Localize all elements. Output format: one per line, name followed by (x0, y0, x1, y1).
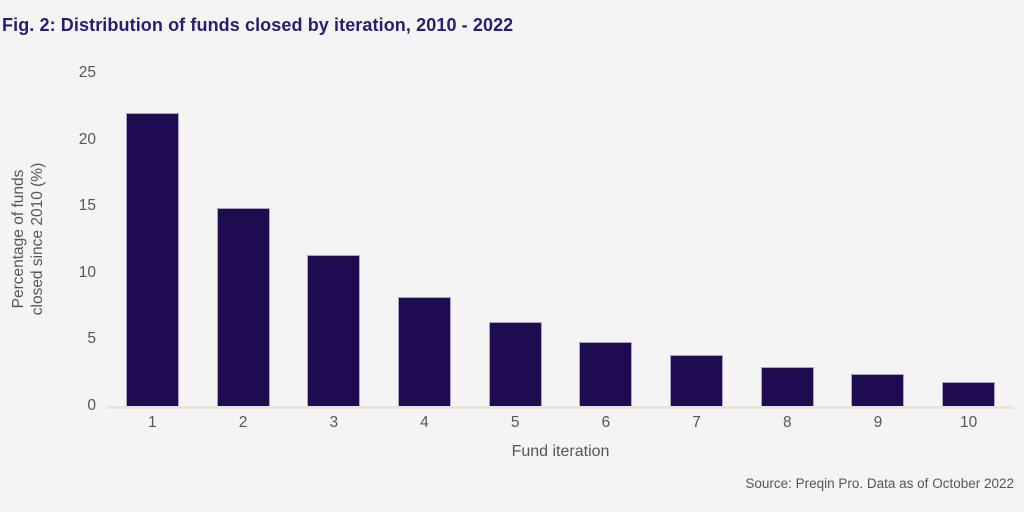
bar-iteration-9 (851, 374, 905, 406)
plot-area (107, 73, 1014, 409)
bar-slot-1 (107, 73, 198, 406)
bar-iteration-8 (760, 367, 814, 406)
y-tick-label-5: 5 (87, 330, 96, 348)
bar-iteration-4 (397, 296, 451, 406)
x-tick-label-3: 3 (329, 414, 339, 431)
bar-iteration-7 (670, 355, 724, 406)
x-axis-title: Fund iteration (511, 443, 610, 460)
y-tick-label-15: 15 (78, 197, 96, 215)
y-axis-tick-labels: 0 5 10 15 20 25 (0, 64, 96, 414)
y-tick-label-10: 10 (78, 263, 96, 281)
x-tick-label-2: 2 (238, 414, 248, 431)
bar-slot-5 (470, 73, 561, 406)
bar-iteration-10 (942, 382, 996, 406)
y-tick-label-20: 20 (78, 130, 96, 148)
x-tick-label-10: 10 (960, 414, 978, 431)
chart-title: Fig. 2: Distribution of funds closed by … (2, 15, 514, 35)
bar-slot-4 (379, 73, 470, 406)
x-tick-label-5: 5 (510, 414, 520, 431)
x-tick-label-1: 1 (148, 414, 157, 431)
bar-slot-2 (198, 73, 289, 406)
y-tick-label-0: 0 (87, 397, 96, 414)
bar-slot-10 (923, 73, 1014, 406)
x-tick-label-8: 8 (782, 414, 792, 431)
bar-iteration-5 (488, 322, 542, 406)
x-tick-label-4: 4 (420, 414, 429, 431)
bar-series (107, 73, 1014, 406)
x-tick-label-9: 9 (873, 414, 883, 431)
bar-slot-8 (742, 73, 833, 406)
x-tick-label-6: 6 (601, 414, 611, 431)
bar-slot-7 (651, 73, 742, 406)
bar-iteration-3 (307, 255, 361, 406)
bar-iteration-1 (125, 112, 179, 406)
bar-slot-9 (833, 73, 924, 406)
bar-iteration-6 (579, 342, 633, 406)
bar-iteration-2 (216, 207, 270, 406)
x-axis-tick-labels: 1 2 3 4 5 6 7 8 9 10 (107, 414, 1014, 432)
bar-slot-6 (561, 73, 652, 406)
source-note: Source: Preqin Pro. Data as of October 2… (745, 476, 1014, 491)
y-tick-label-25: 25 (78, 64, 96, 81)
bar-slot-3 (288, 73, 379, 406)
x-tick-label-7: 7 (692, 414, 701, 431)
